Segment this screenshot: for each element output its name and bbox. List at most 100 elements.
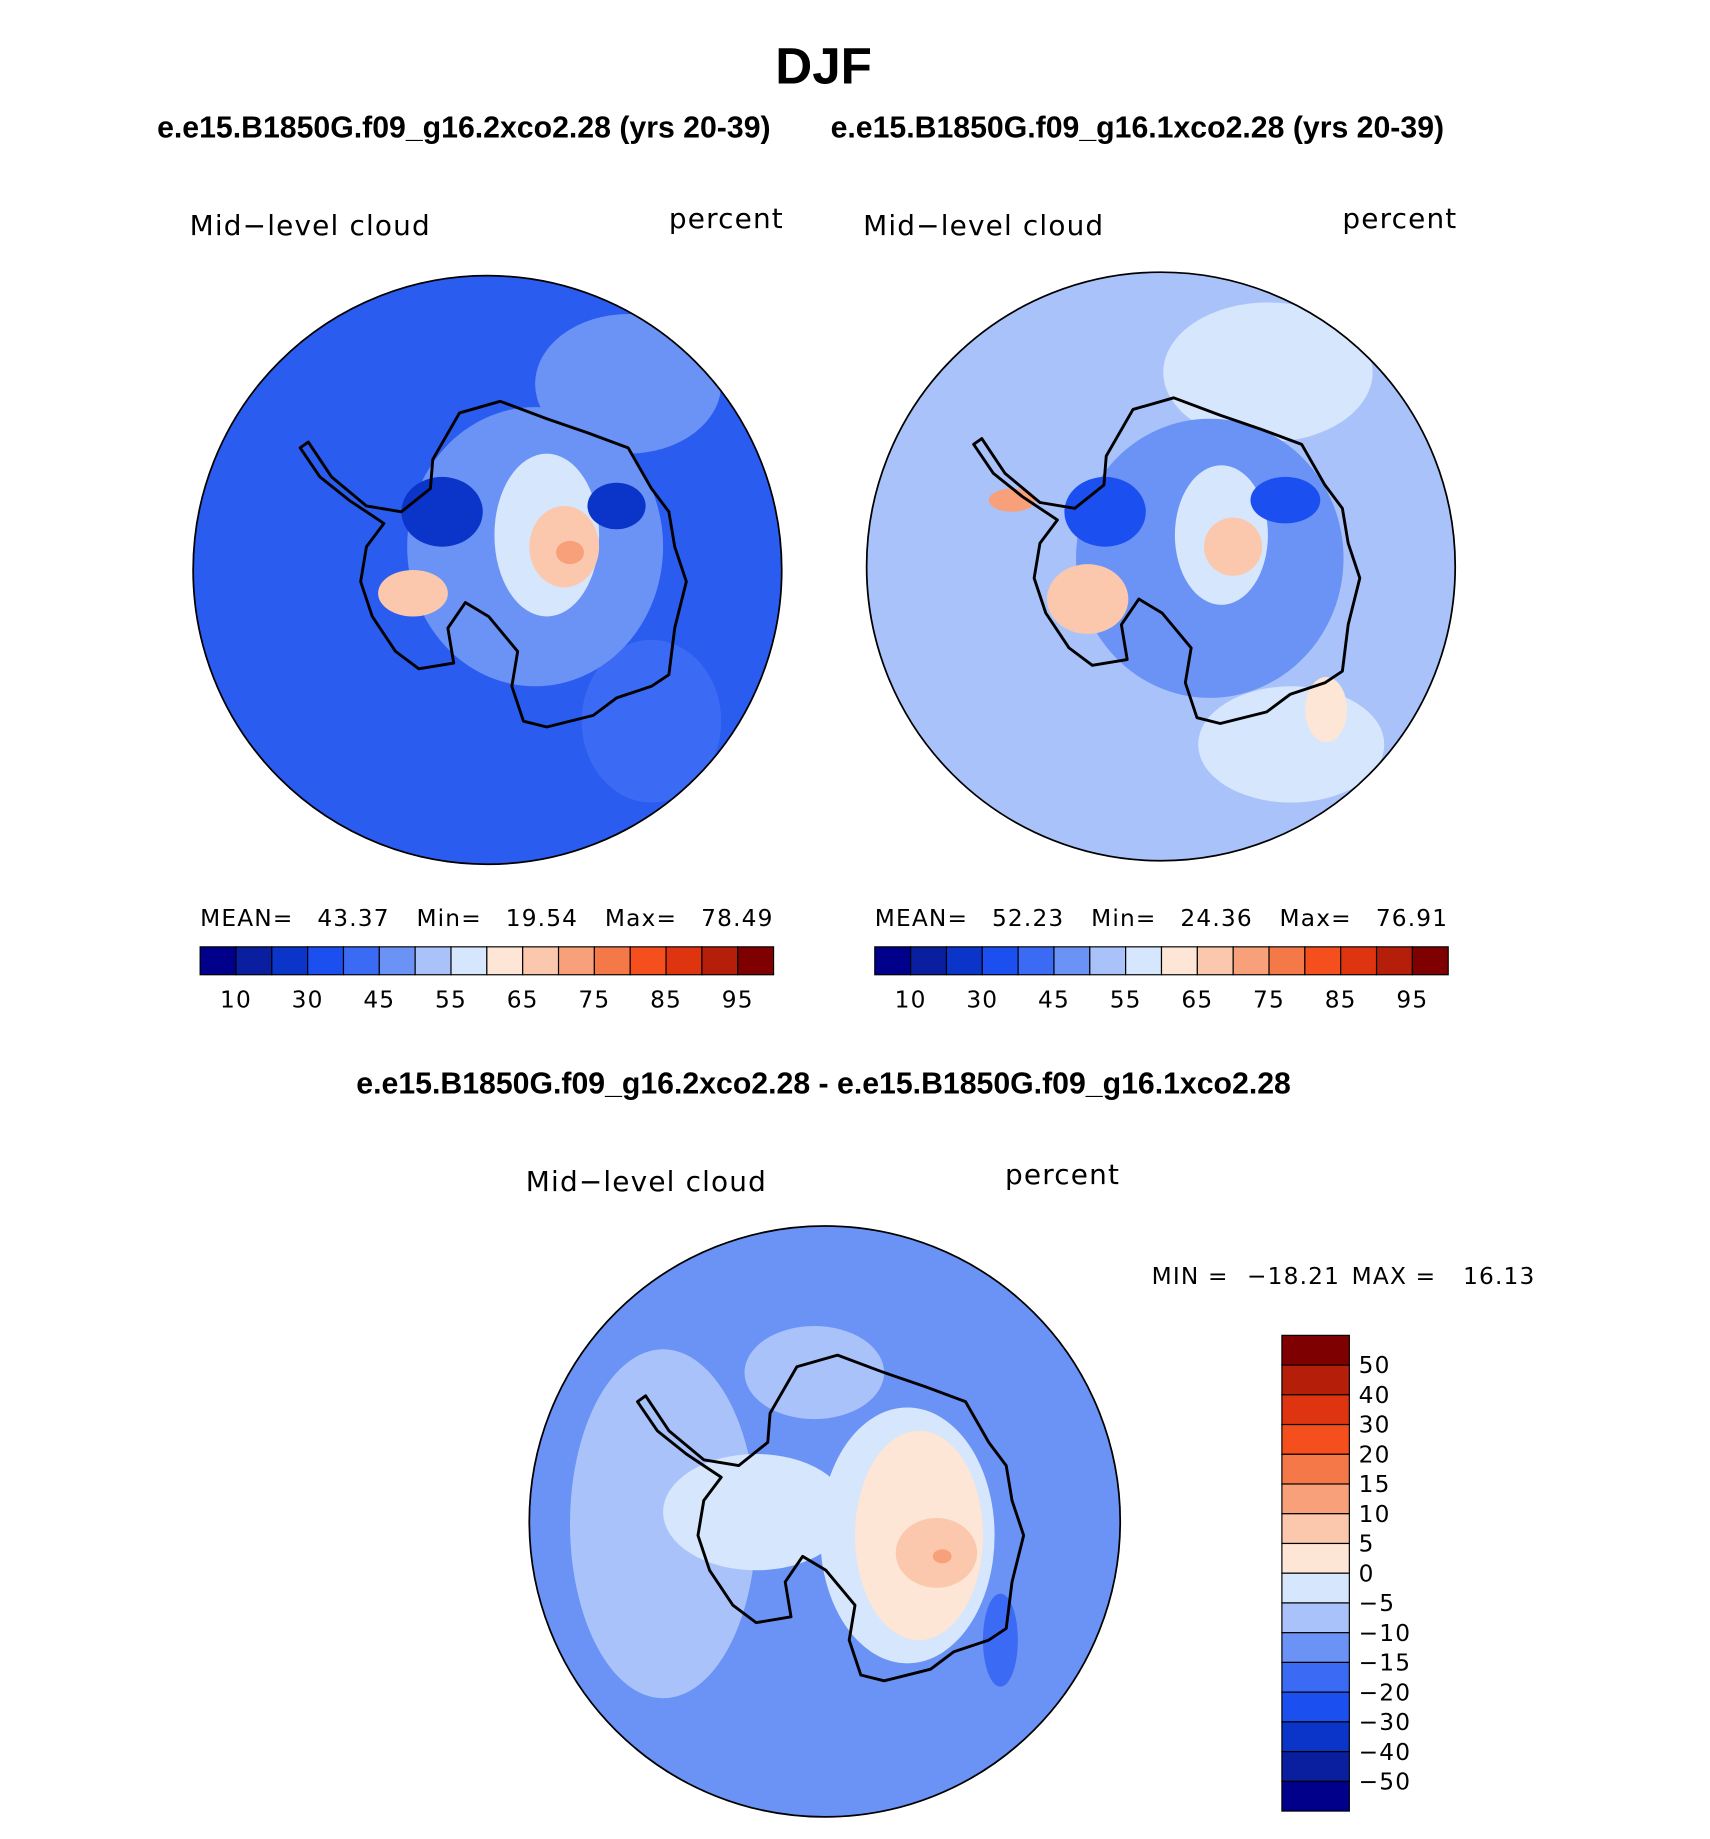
colorbar-label: 65	[1181, 986, 1213, 1013]
colorbar-box	[981, 946, 1019, 976]
colorbar-label: 55	[1110, 986, 1142, 1013]
colorbar-label: 20	[1359, 1441, 1391, 1468]
colorbar-box	[701, 946, 739, 976]
colorbar-label: 95	[1396, 986, 1428, 1013]
colorbar-box	[235, 946, 273, 976]
colorbar-box	[307, 946, 345, 976]
colorbar-label: 75	[578, 986, 610, 1013]
units-label: percent	[669, 202, 784, 235]
colorbar-label: 10	[1359, 1501, 1391, 1528]
colorbar-label: 40	[1359, 1382, 1391, 1409]
colorbar-box	[1017, 946, 1055, 976]
colorbar-label: 65	[507, 986, 539, 1013]
colorbar-box	[378, 946, 416, 976]
variable-label: Mid−level cloud	[190, 209, 431, 242]
colorbar-box	[1340, 946, 1378, 976]
colorbar-box	[1281, 1394, 1350, 1426]
colorbar-box	[1160, 946, 1198, 976]
colorbar-box	[1281, 1751, 1350, 1782]
stat-label: MAX =	[1352, 1263, 1437, 1290]
subtitle: e.e15.B1850G.f09_g16.2xco2.28 (yrs 20-39…	[157, 111, 771, 144]
stat-value: −18.21	[1247, 1263, 1340, 1290]
stat-value: 52.23	[992, 905, 1064, 932]
stat-label: MEAN=	[200, 905, 293, 932]
map-border	[865, 271, 1457, 862]
variable-label: Mid−level cloud	[526, 1165, 767, 1198]
colorbar-box	[1411, 946, 1449, 976]
stat-label: Min=	[1091, 905, 1156, 932]
map	[866, 272, 1456, 861]
colorbar-label: −50	[1359, 1768, 1412, 1795]
colorbar-box	[1281, 1513, 1350, 1545]
stat-value: 16.13	[1463, 1263, 1535, 1290]
colorbar-label: −40	[1359, 1739, 1412, 1766]
diff-title: e.e15.B1850G.f09_g16.2xco2.28 - e.e15.B1…	[356, 1067, 1291, 1100]
colorbar-box	[593, 946, 631, 976]
colorbar-box	[1281, 1542, 1350, 1574]
colorbar-label: 85	[1325, 986, 1357, 1013]
colorbar-box	[665, 946, 703, 976]
colorbar-box	[945, 946, 983, 976]
colorbar-box	[1281, 1691, 1350, 1723]
colorbar-box	[1268, 946, 1306, 976]
stat-value: 43.37	[317, 905, 389, 932]
colorbar-label: 95	[722, 986, 754, 1013]
stat-value: 76.91	[1376, 905, 1448, 932]
colorbar-box	[910, 946, 948, 976]
colorbar-box	[1281, 1780, 1350, 1812]
colorbar-label: 45	[363, 986, 395, 1013]
colorbar-label: 10	[895, 986, 927, 1013]
units-label: percent	[1005, 1158, 1120, 1191]
colorbar-label: −10	[1359, 1620, 1412, 1647]
map	[529, 1226, 1121, 1817]
stat-value: 78.49	[701, 905, 773, 932]
stat-label: MIN =	[1152, 1263, 1229, 1290]
colorbar-box	[1281, 1334, 1350, 1366]
colorbar-label: 30	[1359, 1412, 1391, 1439]
colorbar-label: 30	[966, 986, 998, 1013]
title: DJF	[775, 38, 872, 95]
colorbar-box	[874, 946, 912, 976]
colorbar-label: 0	[1359, 1560, 1375, 1587]
colorbar-box	[1125, 946, 1163, 976]
colorbar-box	[522, 946, 560, 976]
colorbar-label: 30	[292, 986, 324, 1013]
map-border	[192, 274, 783, 866]
colorbar-label: −20	[1359, 1679, 1412, 1706]
colorbar-label: 85	[650, 986, 682, 1013]
stat-label: Max=	[605, 905, 677, 932]
colorbar-box	[271, 946, 309, 976]
colorbar-box	[486, 946, 524, 976]
colorbar-box	[1304, 946, 1342, 976]
colorbar-box	[1281, 1453, 1350, 1485]
colorbar-box	[1281, 1602, 1350, 1634]
colorbar-box	[450, 946, 488, 976]
colorbar-label: −30	[1359, 1709, 1412, 1736]
colorbar-box	[1375, 946, 1413, 976]
colorbar-label: 10	[220, 986, 252, 1013]
colorbar-box	[1281, 1423, 1350, 1455]
colorbar-box	[1281, 1632, 1350, 1663]
map-border	[528, 1225, 1122, 1818]
colorbar-box	[342, 946, 380, 976]
stat-value: 19.54	[506, 905, 578, 932]
colorbar-label: 15	[1359, 1471, 1391, 1498]
colorbar-label: 75	[1253, 986, 1285, 1013]
colorbar-box	[1196, 946, 1234, 976]
stat-value: 24.36	[1180, 905, 1252, 932]
colorbar-box	[1232, 946, 1270, 976]
colorbar-box	[1281, 1483, 1350, 1515]
colorbar-label: 45	[1038, 986, 1070, 1013]
colorbar-box	[557, 946, 595, 976]
stat-label: Min=	[416, 905, 481, 932]
colorbar-box	[1053, 946, 1091, 976]
map	[193, 275, 782, 865]
colorbar-box	[737, 946, 775, 976]
subtitle: e.e15.B1850G.f09_g16.1xco2.28 (yrs 20-39…	[831, 111, 1445, 144]
colorbar-box	[1281, 1661, 1350, 1693]
colorbar-box	[1281, 1572, 1350, 1604]
stat-label: MEAN=	[875, 905, 968, 932]
colorbar-box	[199, 946, 237, 976]
